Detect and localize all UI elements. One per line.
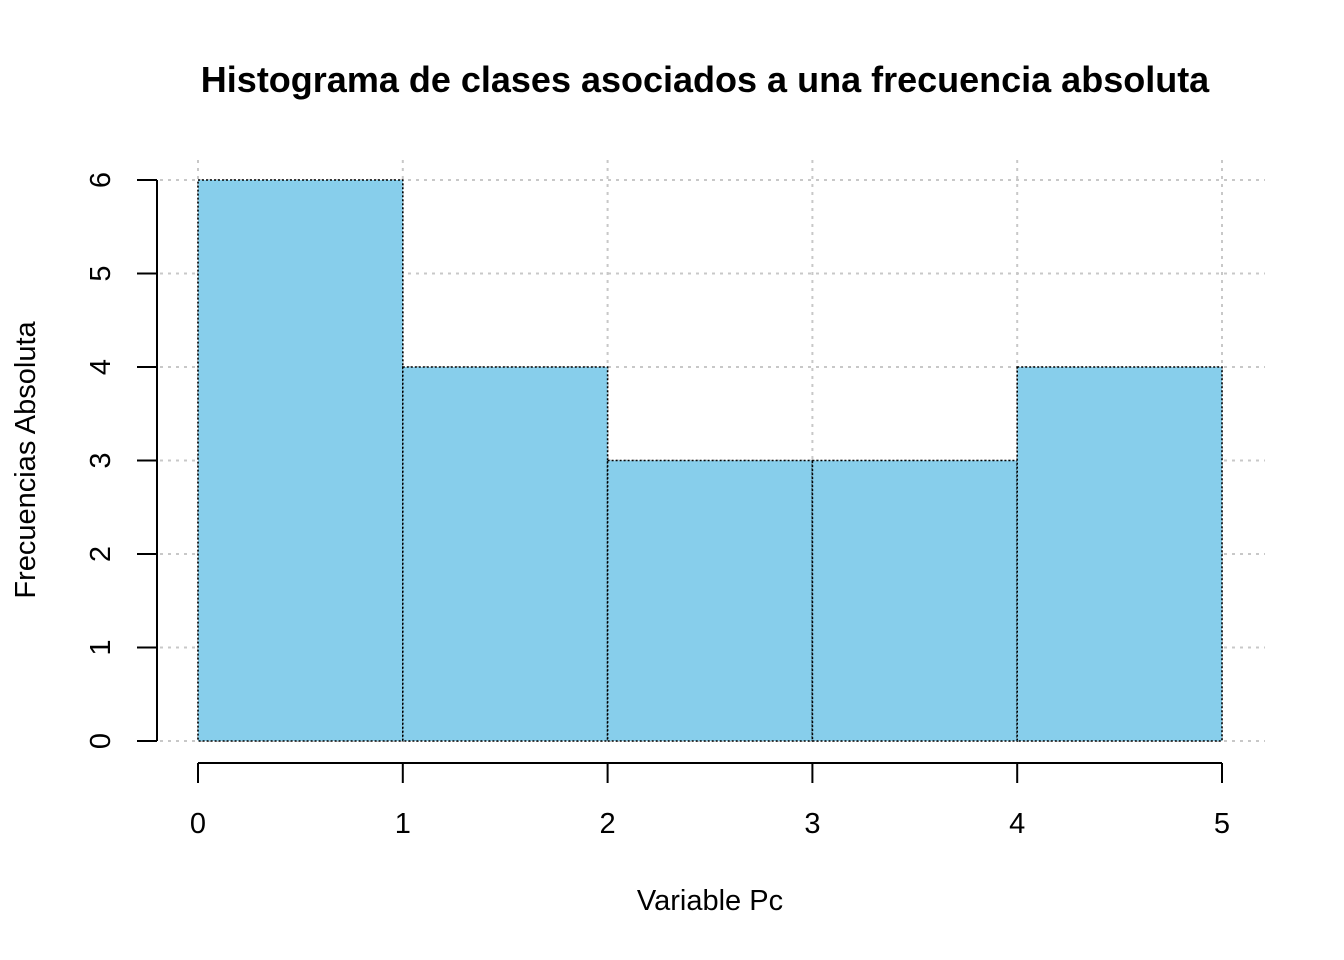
x-tick-label: 0 [190, 808, 206, 840]
y-tick-label: 0 [85, 733, 117, 749]
histogram-bar [1016, 366, 1223, 742]
histogram-bar [197, 179, 404, 742]
y-tick-label: 4 [85, 359, 117, 375]
y-axis-label: Frecuencias Absoluta [10, 320, 42, 598]
x-tick-label: 5 [1214, 808, 1230, 840]
x-axis-label: Variable Pc [637, 885, 783, 917]
y-tick-label: 5 [85, 265, 117, 281]
y-tick-label: 3 [85, 452, 117, 468]
x-tick-label: 3 [804, 808, 820, 840]
chart-title: Histograma de clases asociados a una fre… [201, 59, 1210, 100]
bars [197, 179, 1223, 742]
histogram-bar [401, 366, 609, 742]
x-tick-label: 2 [600, 808, 616, 840]
histogram-bar [606, 459, 814, 742]
y-axis: 0 1 2 3 4 5 6 [85, 172, 158, 749]
histogram-bar [811, 459, 1019, 742]
y-tick-label: 6 [85, 172, 117, 188]
x-tick-label: 1 [395, 808, 411, 840]
x-tick-label: 4 [1009, 808, 1025, 840]
y-tick-label: 2 [85, 546, 117, 562]
y-tick-label: 1 [85, 639, 117, 655]
x-axis: 0 1 2 3 4 5 [190, 762, 1230, 840]
